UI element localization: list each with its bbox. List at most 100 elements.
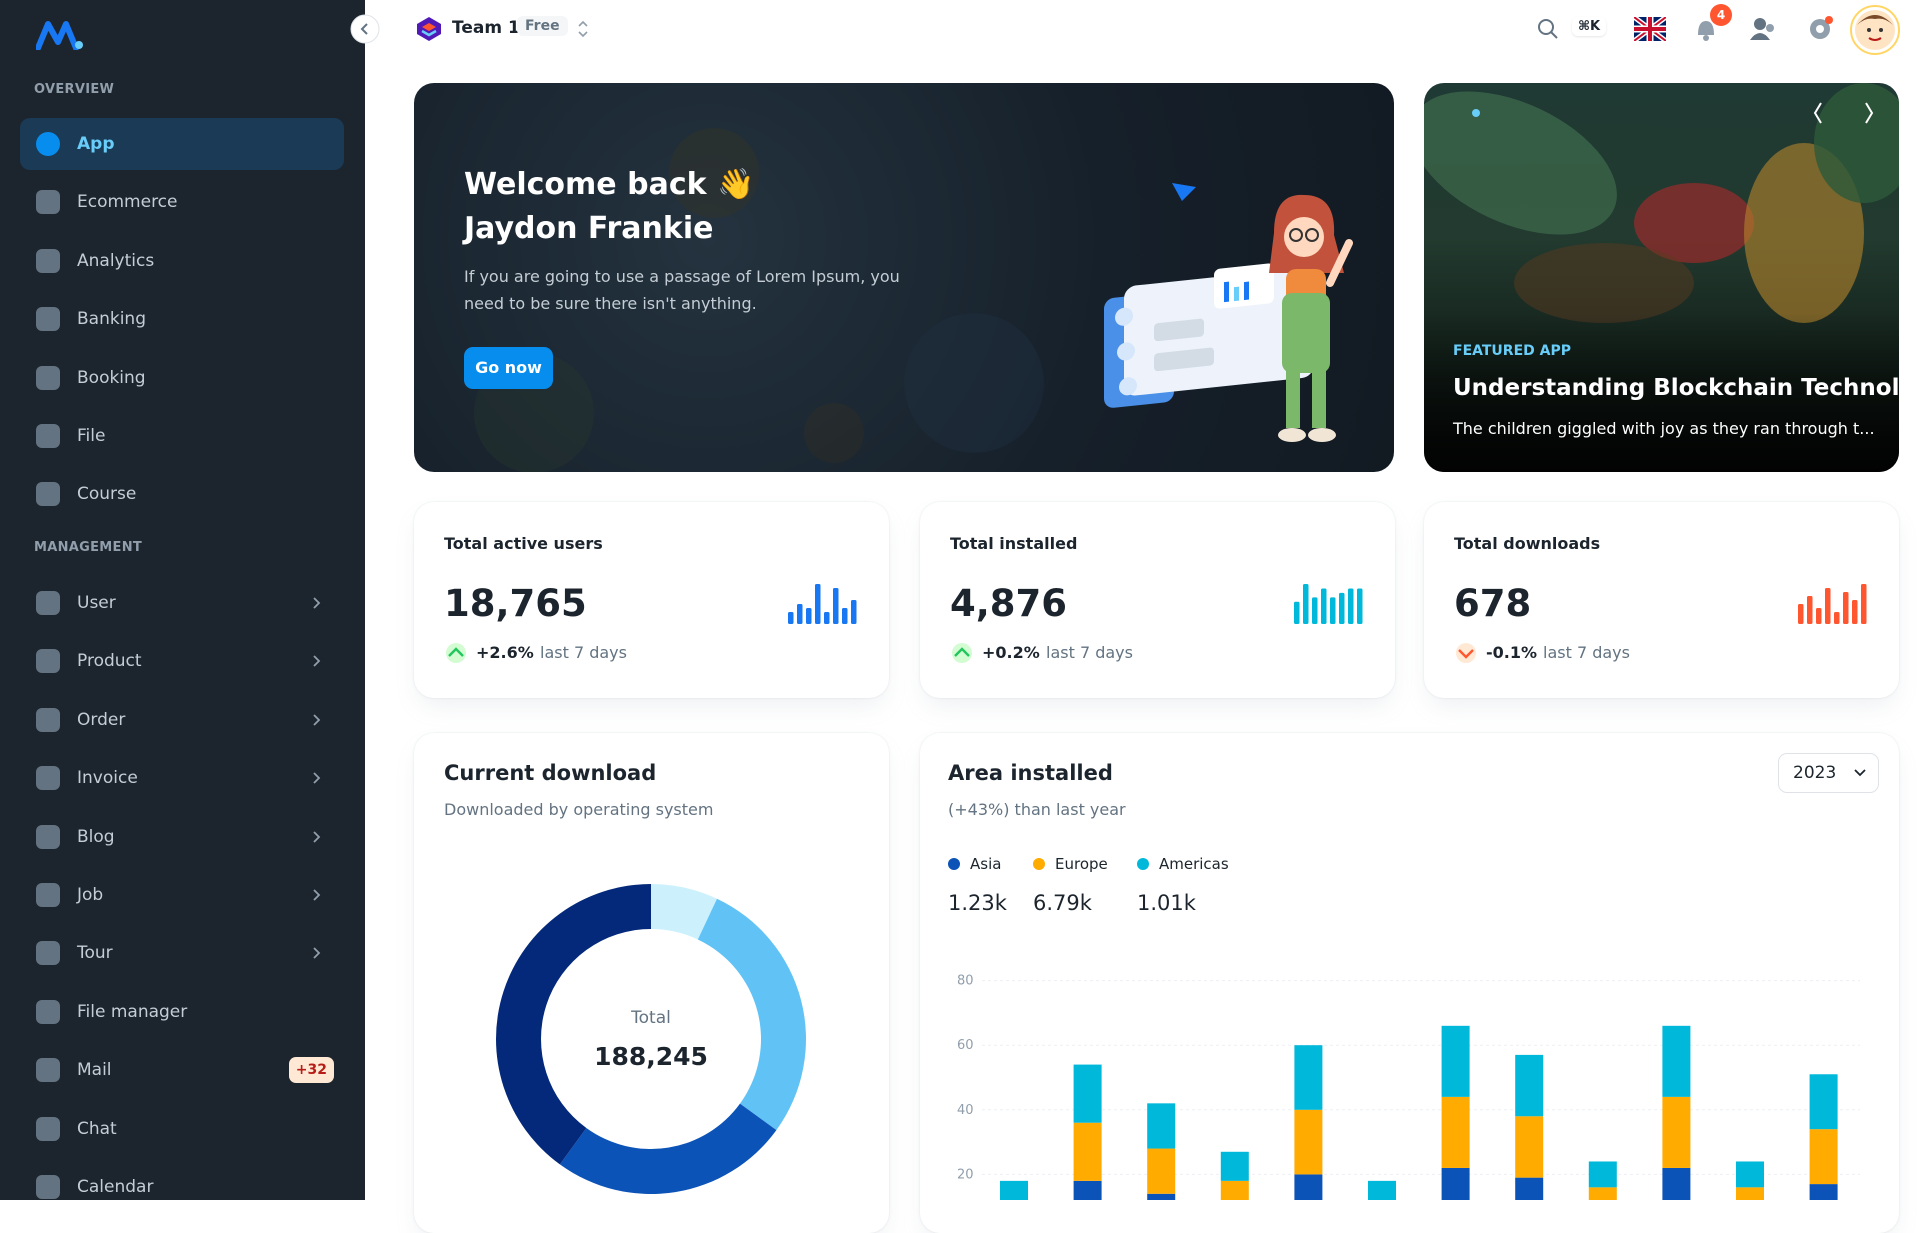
stat-card: Total active users 18,765 +2.6% last 7 days [414, 502, 889, 698]
legend-dot [1137, 858, 1149, 870]
spark-bar [824, 612, 830, 624]
donut-segment [651, 884, 717, 940]
nav-item[interactable]: Analytics [20, 235, 344, 287]
spark-bar [1798, 604, 1804, 624]
y-tick-label: 80 [957, 974, 974, 989]
nav-item[interactable]: Job [20, 869, 344, 921]
nav-item[interactable]: File [20, 410, 344, 462]
nav-item[interactable]: App [20, 118, 344, 170]
bar-segment [1736, 1187, 1764, 1200]
trend-bg [446, 643, 466, 663]
settings-icon[interactable] [1806, 15, 1834, 43]
nav-icon [36, 591, 60, 615]
nav-item[interactable]: Ecommerce [20, 176, 344, 228]
plan-badge: Free [517, 16, 568, 36]
stat-value: 678 [1454, 582, 1532, 625]
spark-bar [833, 588, 839, 624]
nav-item[interactable]: Booking [20, 352, 344, 404]
trend-icon [446, 643, 466, 663]
spark-bar [1852, 600, 1858, 624]
chevron [313, 772, 321, 784]
year-select[interactable]: 2023 [1778, 753, 1879, 793]
go-now-button[interactable]: Go now [464, 347, 553, 389]
sparkline [1294, 584, 1363, 624]
chevron [313, 597, 321, 609]
logo[interactable] [36, 20, 84, 50]
stat-period: last 7 days [540, 643, 627, 662]
nav-label: Product [77, 651, 142, 672]
spark-bar [842, 608, 848, 624]
bar-segment [1662, 1025, 1691, 1097]
stat-card: Total downloads 678 -0.1% last 7 days [1424, 502, 1899, 698]
donut-segment [559, 1103, 777, 1194]
nav-label: Course [77, 484, 137, 505]
nav-label: Invoice [77, 768, 138, 789]
sparkline [788, 584, 857, 624]
nav-badge: +32 [288, 1057, 334, 1084]
stat-value: 4,876 [950, 582, 1068, 625]
nav-item[interactable]: Chat [20, 1103, 344, 1155]
card-title: Current download [444, 761, 657, 785]
spark-bar [1357, 588, 1363, 624]
bar-segment [1809, 1184, 1838, 1200]
card-subtitle: Downloaded by operating system [444, 800, 714, 819]
nav-item[interactable]: Banking [20, 293, 344, 345]
nav-label: Blog [77, 826, 115, 847]
collapse-button[interactable] [350, 14, 380, 44]
legend-dot [948, 858, 960, 870]
stat-change: +0.2% [982, 643, 1040, 662]
trend-arrow [954, 647, 970, 657]
chevron-icon [313, 889, 321, 901]
nav-item[interactable]: File manager [20, 986, 344, 1038]
nav-item[interactable]: Calendar [20, 1161, 344, 1213]
language-flag[interactable] [1634, 17, 1666, 41]
chevron-icon [313, 772, 321, 784]
nav-item[interactable]: Invoice [20, 752, 344, 804]
team-name[interactable]: Team 1 [452, 18, 520, 38]
featured-title[interactable]: Understanding Blockchain Technolo... [1453, 375, 1899, 401]
nav-icon [36, 766, 60, 791]
legend-label: Americas [1159, 855, 1229, 873]
search-icon[interactable] [1536, 17, 1560, 41]
notifications-icon[interactable] [1693, 15, 1719, 43]
nav-item[interactable]: Course [20, 468, 344, 520]
chevron [313, 889, 321, 901]
nav-item[interactable]: Mail +32 [20, 1044, 344, 1096]
nav-icon [36, 424, 60, 448]
bar-segment [1368, 1180, 1396, 1200]
featured-card[interactable]: FEATURED APP Understanding Blockchain Te… [1424, 83, 1899, 472]
bar-segment [1809, 1129, 1838, 1185]
welcome-illustration [1104, 183, 1353, 442]
bar-chart: Asia 1.23k Europe 6.79k Americas 1.01k 20 40 60 8… [948, 855, 1860, 1200]
nav-item[interactable]: Tour [20, 927, 344, 979]
bar-segment [1294, 1174, 1323, 1200]
team-logo[interactable] [416, 16, 442, 42]
bar-segment [1147, 1103, 1176, 1149]
bar-segment [1662, 1167, 1691, 1200]
team-switch[interactable] [575, 19, 591, 39]
legend-total: 1.01k [1137, 891, 1197, 915]
stat-period: last 7 days [1046, 643, 1133, 662]
bar-segment [1441, 1167, 1470, 1200]
chevron-icon [313, 947, 321, 960]
spark-bar [797, 604, 803, 624]
trend-icon [1456, 643, 1476, 663]
nav-icon [36, 1116, 60, 1141]
bar-segment [1441, 1025, 1470, 1097]
nav-icon [36, 999, 60, 1024]
nav-item[interactable]: Order [20, 694, 344, 746]
nav-label: Ecommerce [77, 192, 178, 213]
nav-item[interactable]: User [20, 577, 344, 629]
bar-segment [1515, 1116, 1544, 1178]
user-avatar[interactable] [1850, 5, 1900, 55]
spark-bar [788, 612, 794, 624]
contacts-icon[interactable] [1748, 16, 1776, 42]
bar-segment [1220, 1180, 1249, 1200]
nav-item[interactable]: Product [20, 635, 344, 687]
nav-item[interactable]: Blog [20, 811, 344, 863]
welcome-text: If you are going to use a passage of Lor… [464, 267, 900, 313]
spark-bar [1321, 588, 1327, 624]
bar-segment [1147, 1148, 1176, 1194]
nav-icon [36, 132, 60, 156]
nav-icon [36, 649, 60, 674]
